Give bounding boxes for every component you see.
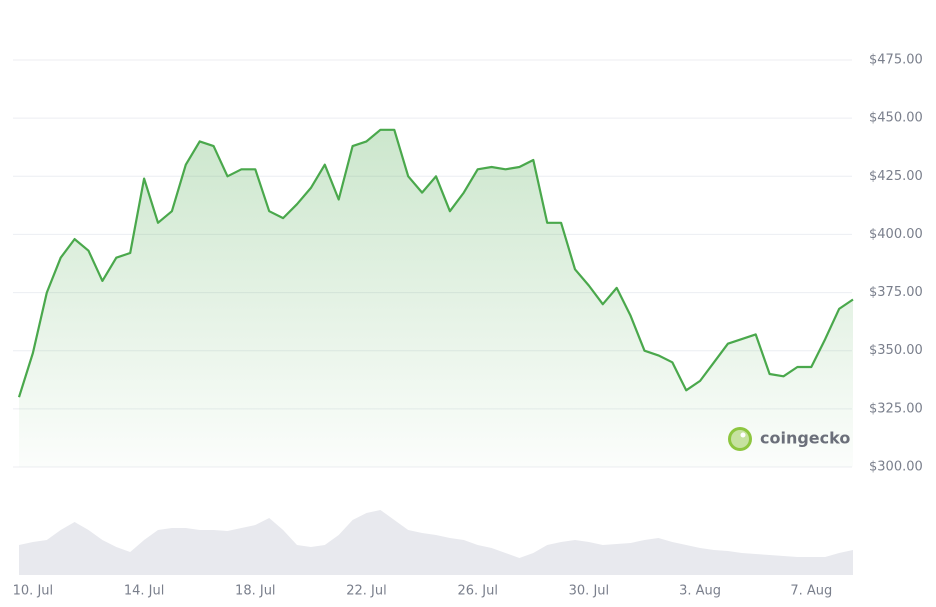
x-tick-label: 22. Jul bbox=[346, 584, 387, 599]
y-tick-label: $400.00 bbox=[869, 227, 923, 242]
y-tick-label: $475.00 bbox=[869, 53, 923, 68]
x-tick-label: 18. Jul bbox=[235, 584, 276, 599]
volume-area bbox=[19, 510, 853, 575]
y-tick-label: $300.00 bbox=[869, 460, 923, 475]
y-tick-label: $425.00 bbox=[869, 169, 923, 184]
watermark: coingecko bbox=[760, 429, 850, 448]
logo-icon-inner bbox=[731, 430, 749, 448]
logo: coingecko bbox=[728, 427, 850, 451]
price-line bbox=[17, 128, 854, 398]
x-tick-label: 14. Jul bbox=[124, 584, 165, 599]
logo-eye bbox=[740, 432, 746, 438]
price-area bbox=[19, 129, 853, 468]
x-tick-label: 10. Jul bbox=[13, 584, 54, 599]
x-tick-label: 30. Jul bbox=[569, 584, 610, 599]
y-tick-label: $350.00 bbox=[869, 343, 923, 358]
y-tick-label: $325.00 bbox=[869, 401, 923, 416]
x-tick-label: 3. Aug bbox=[679, 584, 721, 599]
y-tick-label: $375.00 bbox=[869, 285, 923, 300]
x-tick-label: 7. Aug bbox=[790, 584, 832, 599]
x-tick-label: 26. Jul bbox=[457, 584, 498, 599]
y-tick-label: $450.00 bbox=[869, 111, 923, 126]
